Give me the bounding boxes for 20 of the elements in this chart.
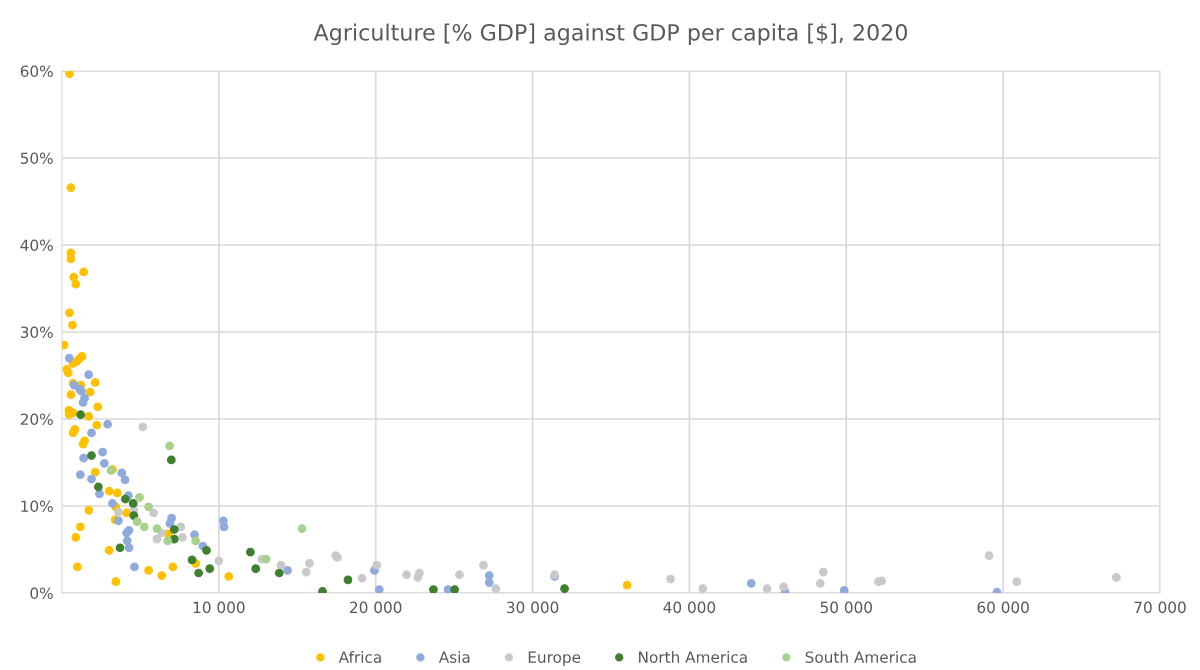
y-tick-label: 50% (20, 152, 53, 165)
y-tick-label: 40% (20, 239, 53, 252)
x-tick-label: 50 000 (820, 601, 872, 614)
x-tick-label: 60 000 (977, 601, 1029, 614)
x-tick-label: 10 000 (193, 601, 245, 614)
legend-label: North America (639, 651, 747, 663)
y-tick-label: 10% (21, 500, 53, 513)
x-tick-label: 20 000 (350, 601, 402, 614)
y-tick-label: 30% (20, 326, 53, 339)
x-tick-label: 40 000 (663, 601, 716, 614)
x-tick-label: 30 000 (507, 601, 559, 614)
y-tick-label: 20% (20, 413, 53, 426)
chart-title: Agriculture [% GDP] against GDP per capita [$], 2020 (313, 23, 908, 46)
legend-label: Africa (338, 651, 381, 663)
legend-label: Europe (528, 651, 581, 666)
legend-label: South America (805, 651, 916, 663)
y-tick-label: 60% (20, 65, 53, 78)
x-tick-label: 70 000 (1134, 601, 1186, 614)
y-tick-label: 0% (30, 587, 53, 600)
legend-label: Asia (438, 651, 470, 663)
